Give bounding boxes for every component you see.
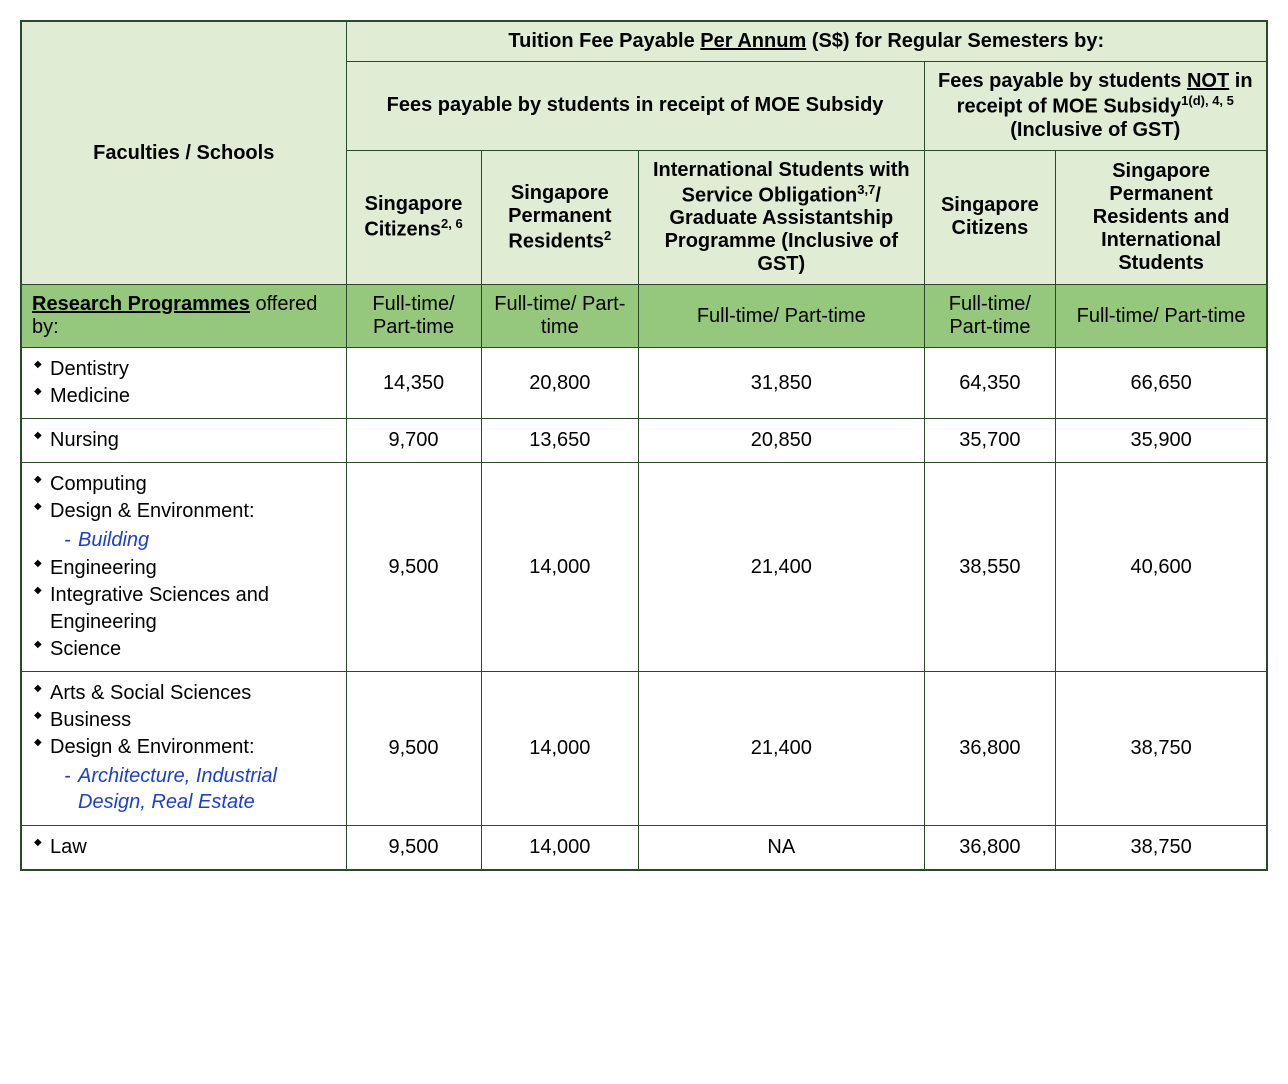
faculty-sublist: Building xyxy=(50,527,336,553)
faculty-sublist: Architecture, Industrial Design, Real Es… xyxy=(50,763,336,815)
faculty-item: Integrative Sciences and Engineering xyxy=(32,582,336,636)
value-cell: 36,800 xyxy=(924,672,1056,826)
col1-sup: 2, 6 xyxy=(441,216,463,231)
faculty-item-label: Nursing xyxy=(50,429,119,451)
faculty-subitem: Architecture, Industrial Design, Real Es… xyxy=(64,763,336,815)
faculty-item: Design & Environment: Architecture, Indus… xyxy=(32,734,336,815)
section-mode-5: Full-time/ Part-time xyxy=(1056,285,1267,348)
value-cell: 13,650 xyxy=(481,419,639,463)
col3-sup1: 3,7 xyxy=(857,182,875,197)
value-cell: 36,800 xyxy=(924,826,1056,871)
nosub-prefix: Fees payable by students xyxy=(938,70,1187,92)
value-cell: 9,500 xyxy=(346,463,481,672)
header-top-underlined: Per Annum xyxy=(700,30,806,52)
faculty-cell: Arts & Social Sciences Business Design & E… xyxy=(21,672,346,826)
nosub-underlined: NOT xyxy=(1187,70,1229,92)
faculty-item-label: Dentistry xyxy=(50,358,129,380)
nosub-suffix: (Inclusive of GST) xyxy=(1010,119,1180,141)
faculty-cell: Law xyxy=(21,826,346,871)
header-top-suffix: (S$) for Regular Semesters by: xyxy=(806,30,1104,52)
header-col-4: Singapore Citizens xyxy=(924,150,1056,285)
section-mode-3: Full-time/ Part-time xyxy=(639,285,924,348)
table-row: Dentistry Medicine 14,35020,80031,85064,35… xyxy=(21,348,1267,419)
col2-sup: 2 xyxy=(604,228,611,243)
faculty-item-label: Computing xyxy=(50,473,147,495)
faculty-item-label: Business xyxy=(50,709,131,731)
value-cell: 21,400 xyxy=(639,463,924,672)
table-row: Law 9,50014,000NA36,80038,750 xyxy=(21,826,1267,871)
faculty-item-label: Medicine xyxy=(50,385,130,407)
table-row: Computing Design & Environment: Building En… xyxy=(21,463,1267,672)
faculty-list: Arts & Social Sciences Business Design & E… xyxy=(32,680,336,815)
header-top: Tuition Fee Payable Per Annum (S$) for R… xyxy=(346,21,1267,62)
tuition-fee-table: Faculties / Schools Tuition Fee Payable … xyxy=(20,20,1268,871)
faculty-item-label: Integrative Sciences and Engineering xyxy=(50,584,269,633)
value-cell: 38,550 xyxy=(924,463,1056,672)
faculty-item: Law xyxy=(32,834,336,861)
value-cell: 14,000 xyxy=(481,463,639,672)
faculty-list: Dentistry Medicine xyxy=(32,356,336,410)
header-col-2: Singapore Permanent Residents2 xyxy=(481,150,639,285)
value-cell: 9,700 xyxy=(346,419,481,463)
faculty-item: Arts & Social Sciences xyxy=(32,680,336,707)
faculty-item-label: Design & Environment: xyxy=(50,736,255,758)
faculty-item-label: Design & Environment: xyxy=(50,500,255,522)
value-cell: 38,750 xyxy=(1056,672,1267,826)
table-row: Nursing 9,70013,65020,85035,70035,900 xyxy=(21,419,1267,463)
faculty-item: Dentistry xyxy=(32,356,336,383)
value-cell: 9,500 xyxy=(346,826,481,871)
value-cell: 35,900 xyxy=(1056,419,1267,463)
faculty-list: Nursing xyxy=(32,427,336,454)
header-col-3: International Students with Service Obli… xyxy=(639,150,924,285)
header-col-5: Singapore Permanent Residents and Intern… xyxy=(1056,150,1267,285)
faculty-item: Science xyxy=(32,636,336,663)
value-cell: 14,000 xyxy=(481,826,639,871)
value-cell: 21,400 xyxy=(639,672,924,826)
value-cell: 35,700 xyxy=(924,419,1056,463)
value-cell: 9,500 xyxy=(346,672,481,826)
value-cell: 20,800 xyxy=(481,348,639,419)
value-cell: NA xyxy=(639,826,924,871)
col2-text: Singapore Permanent Residents xyxy=(508,182,611,253)
faculty-item: Design & Environment: Building xyxy=(32,498,336,553)
value-cell: 20,850 xyxy=(639,419,924,463)
value-cell: 64,350 xyxy=(924,348,1056,419)
header-faculties: Faculties / Schools xyxy=(21,21,346,285)
faculty-item: Medicine xyxy=(32,383,336,410)
section-title-underlined: Research Programmes xyxy=(32,293,250,315)
value-cell: 38,750 xyxy=(1056,826,1267,871)
header-top-prefix: Tuition Fee Payable xyxy=(508,30,700,52)
header-group-no-subsidy: Fees payable by students NOT in receipt … xyxy=(924,62,1267,151)
faculty-item-label: Engineering xyxy=(50,557,157,579)
header-group-subsidy: Fees payable by students in receipt of M… xyxy=(346,62,924,151)
nosub-sup: 1(d), 4, 5 xyxy=(1181,93,1234,108)
faculty-list: Computing Design & Environment: Building En… xyxy=(32,471,336,663)
value-cell: 66,650 xyxy=(1056,348,1267,419)
faculty-cell: Nursing xyxy=(21,419,346,463)
faculty-item-label: Law xyxy=(50,836,87,858)
section-mode-1: Full-time/ Part-time xyxy=(346,285,481,348)
faculty-item-label: Science xyxy=(50,638,121,660)
section-mode-2: Full-time/ Part-time xyxy=(481,285,639,348)
faculty-item: Computing xyxy=(32,471,336,498)
section-mode-4: Full-time/ Part-time xyxy=(924,285,1056,348)
faculty-list: Law xyxy=(32,834,336,861)
faculty-subitem: Building xyxy=(64,527,336,553)
faculty-item: Nursing xyxy=(32,427,336,454)
faculty-cell: Computing Design & Environment: Building En… xyxy=(21,463,346,672)
table-row: Arts & Social Sciences Business Design & E… xyxy=(21,672,1267,826)
value-cell: 14,350 xyxy=(346,348,481,419)
table-body: Research Programmes offered by: Full-tim… xyxy=(21,285,1267,871)
faculty-item: Business xyxy=(32,707,336,734)
header-col-1: Singapore Citizens2, 6 xyxy=(346,150,481,285)
value-cell: 14,000 xyxy=(481,672,639,826)
section-row: Research Programmes offered by: Full-tim… xyxy=(21,285,1267,348)
faculty-item: Engineering xyxy=(32,555,336,582)
faculty-cell: Dentistry Medicine xyxy=(21,348,346,419)
value-cell: 40,600 xyxy=(1056,463,1267,672)
faculty-item-label: Arts & Social Sciences xyxy=(50,682,251,704)
value-cell: 31,850 xyxy=(639,348,924,419)
section-title-cell: Research Programmes offered by: xyxy=(21,285,346,348)
